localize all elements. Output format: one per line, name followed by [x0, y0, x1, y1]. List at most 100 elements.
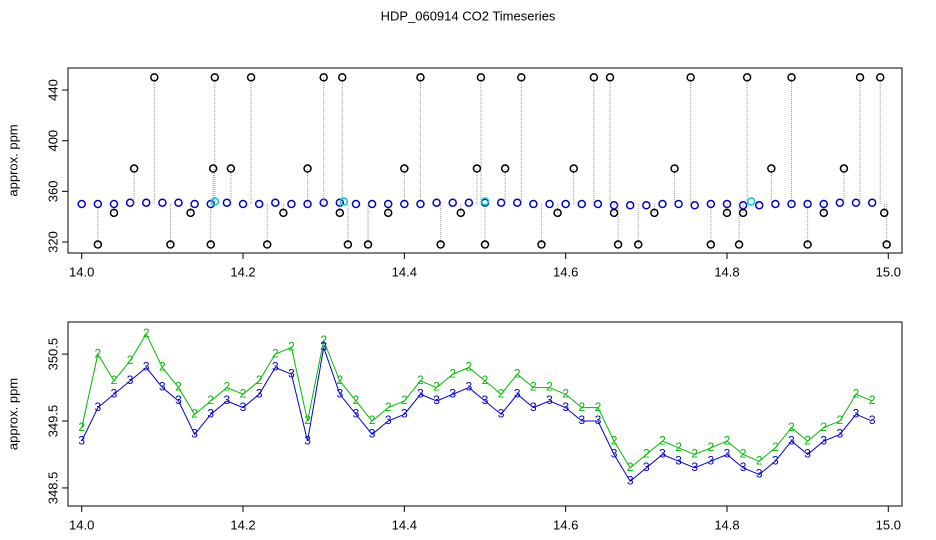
point — [129, 164, 139, 173]
point — [363, 240, 373, 249]
point — [246, 73, 256, 82]
y-tick-label: 400 — [45, 130, 60, 152]
x-tick-label: 14.4 — [392, 264, 417, 279]
point-marker: 3 — [724, 447, 731, 461]
point-marker: 2 — [191, 407, 198, 421]
x-tick-label: 14.0 — [69, 517, 94, 532]
point-marker: 3 — [530, 400, 537, 414]
point — [658, 199, 667, 209]
point-marker: 2 — [627, 460, 634, 474]
point-marker: 2 — [94, 346, 101, 360]
point-marker: 2 — [869, 393, 876, 407]
point — [754, 201, 764, 210]
point-marker: 2 — [659, 433, 666, 447]
point — [577, 199, 587, 209]
plot-frame — [67, 321, 903, 507]
point — [158, 198, 167, 207]
point-marker: 3 — [562, 400, 569, 414]
point — [150, 73, 159, 82]
point — [337, 73, 347, 82]
point — [642, 201, 651, 210]
point — [109, 199, 119, 209]
point-marker: 2 — [756, 453, 763, 467]
point — [706, 240, 716, 249]
y-axis-label: approx. ppm — [5, 124, 20, 196]
point — [480, 240, 490, 249]
point — [875, 73, 885, 82]
point — [226, 164, 236, 173]
point — [589, 73, 599, 82]
point — [254, 199, 264, 209]
point — [882, 240, 891, 249]
point-marker: 2 — [127, 353, 134, 367]
point — [605, 73, 615, 82]
point-marker: 2 — [788, 420, 795, 434]
point-marker: 3 — [643, 460, 650, 474]
point — [93, 240, 103, 249]
point — [819, 199, 829, 209]
point — [303, 164, 312, 173]
y-tick-label: 350.5 — [45, 338, 60, 371]
point — [190, 199, 199, 209]
point — [383, 199, 393, 209]
point — [633, 240, 643, 249]
point-marker: 2 — [143, 326, 150, 340]
point — [835, 198, 845, 207]
point — [613, 240, 623, 249]
point-marker: 3 — [94, 400, 101, 414]
point — [367, 199, 377, 209]
point — [383, 208, 393, 218]
y-tick-label: 348.5 — [45, 472, 60, 505]
point-marker: 3 — [788, 433, 795, 447]
point-marker: 2 — [304, 413, 311, 427]
x-tick-label: 14.2 — [230, 517, 255, 532]
point-marker: 2 — [433, 380, 440, 394]
point-marker: 3 — [675, 453, 682, 467]
point — [803, 199, 812, 209]
point-marker: 2 — [207, 393, 214, 407]
point — [464, 198, 474, 207]
point — [734, 240, 744, 249]
point-marker: 3 — [869, 413, 876, 427]
point — [767, 164, 776, 173]
point-marker: 2 — [853, 386, 860, 400]
point — [722, 199, 732, 209]
point-marker: 3 — [78, 433, 85, 447]
point-marker: 2 — [159, 360, 166, 374]
point — [569, 164, 578, 173]
y-tick-label: 320 — [45, 231, 60, 253]
point-marker: 2 — [288, 340, 295, 354]
point-marker: 3 — [369, 427, 376, 441]
point — [706, 199, 716, 209]
point-marker: 3 — [320, 340, 327, 354]
point-marker: 2 — [78, 420, 85, 434]
x-tick-label: 14.6 — [553, 264, 578, 279]
point-marker: 2 — [369, 413, 376, 427]
point — [432, 198, 441, 207]
point-marker: 2 — [256, 373, 263, 387]
point — [593, 199, 603, 209]
x-tick-label: 14.8 — [714, 517, 739, 532]
series-line — [81, 347, 873, 482]
point — [529, 199, 538, 209]
point-marker: 2 — [336, 373, 343, 387]
point-marker: 3 — [595, 413, 602, 427]
point-marker: 3 — [756, 467, 763, 481]
point-marker: 2 — [675, 440, 682, 454]
point — [262, 240, 272, 249]
y-tick-label: 440 — [45, 79, 60, 101]
point — [351, 199, 361, 209]
point-marker: 3 — [546, 393, 553, 407]
point — [436, 240, 445, 249]
point — [738, 208, 748, 218]
point — [77, 199, 86, 209]
point-marker: 3 — [498, 407, 505, 421]
point — [855, 73, 865, 82]
x-tick-label: 15.0 — [876, 264, 901, 279]
point — [174, 198, 183, 207]
point — [210, 73, 220, 82]
point-marker: 3 — [772, 453, 779, 467]
point — [400, 199, 409, 209]
point — [271, 198, 280, 207]
